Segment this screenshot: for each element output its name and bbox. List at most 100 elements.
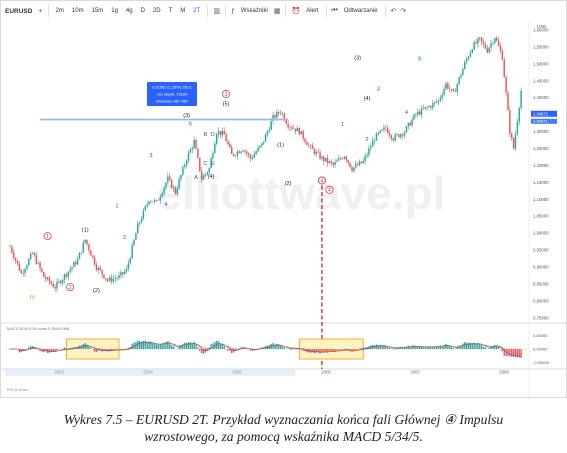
candle-body	[402, 134, 404, 136]
macd-histogram-bar	[430, 347, 432, 349]
macd-histogram-bar	[170, 345, 173, 349]
candle-body	[16, 260, 19, 264]
candle-body	[283, 113, 286, 121]
candle-body	[505, 76, 507, 93]
measure-band	[40, 118, 289, 121]
macd-histogram-bar	[360, 347, 363, 349]
timeframe-T[interactable]: T	[168, 8, 173, 14]
undo-icon[interactable]: ↶	[390, 8, 397, 15]
candle-body	[219, 131, 222, 136]
toolbar-divider	[47, 5, 49, 17]
replay-button[interactable]: Odtwarzanie	[343, 8, 378, 14]
macd-histogram-bar	[509, 349, 511, 357]
timeframe-15m[interactable]: 15m	[91, 8, 104, 14]
wave-label-circle	[66, 283, 75, 291]
candle-body	[516, 121, 519, 135]
candle-body	[231, 147, 233, 154]
timeframe-1g[interactable]: 1g	[111, 8, 118, 14]
candle-body	[60, 281, 62, 284]
candle-body	[293, 128, 295, 130]
macd-tick-label: 0,00000	[533, 347, 548, 352]
macd-histogram-bar	[394, 348, 396, 349]
indicators-icon[interactable]: ƒ	[230, 7, 235, 15]
timeframe-D[interactable]: D	[140, 8, 145, 14]
candle-body	[343, 156, 346, 159]
timeframe-2T[interactable]: 2T	[193, 8, 201, 14]
macd-histogram-bar	[131, 343, 133, 349]
caption-line-2: wzrostowego, za pomocą wskaźnika MACD 5/…	[144, 429, 423, 444]
macd-histogram-bar	[24, 349, 26, 351]
candle-body	[105, 278, 107, 280]
candle-body	[388, 132, 391, 136]
candle-body	[227, 140, 229, 145]
wave-label: C	[203, 161, 207, 167]
symbol-label[interactable]: EURUSD	[5, 7, 33, 15]
candle-body	[238, 151, 240, 154]
candle-body	[116, 278, 118, 279]
candle-body	[208, 168, 210, 173]
macd-histogram-bar	[80, 345, 83, 349]
redo-icon[interactable]: ↷	[400, 8, 407, 15]
price-badge-text: 1,34971	[533, 111, 549, 116]
timeframe-M[interactable]: M	[180, 8, 186, 14]
chart-area[interactable]: elliottwave.pl 1,60000 1,55000 1,50000 1,450…	[1, 21, 566, 397]
candle-body	[311, 145, 314, 149]
candle-body	[82, 242, 84, 253]
candle-body	[373, 140, 376, 142]
wave-label: 2	[365, 137, 368, 143]
macd-histogram-bar	[379, 345, 381, 349]
candle-body	[366, 154, 368, 157]
macd-histogram-bar	[242, 346, 244, 349]
candle-body	[358, 161, 361, 166]
macd-histogram-bar	[426, 346, 428, 349]
indicators-button[interactable]: Wskaźniki	[240, 8, 268, 14]
candle-body	[54, 287, 56, 289]
candle-body	[133, 239, 135, 246]
candle-body	[110, 277, 113, 282]
candle-body	[456, 84, 458, 92]
candle-body	[170, 179, 173, 189]
macd-histogram-bar	[398, 347, 400, 349]
candle-body	[377, 133, 380, 134]
candle-body	[449, 88, 451, 90]
candles-icon[interactable]: ▥	[213, 8, 220, 15]
wave-label: 1	[116, 204, 119, 210]
candle-body	[206, 172, 209, 174]
alert-button[interactable]: Alert	[306, 8, 319, 14]
add-symbol-icon[interactable]: +	[38, 7, 43, 15]
candle-body	[296, 127, 299, 132]
timeframe-10m[interactable]: 10m	[71, 8, 84, 14]
candle-body	[180, 174, 182, 180]
timeframe-4g[interactable]: 4g	[125, 8, 133, 14]
candle-body	[50, 282, 53, 285]
macd-histogram-bar	[93, 349, 96, 352]
candle-body	[379, 130, 381, 134]
candle-body	[340, 158, 342, 159]
candle-body	[417, 111, 419, 115]
candle-body	[69, 269, 71, 272]
candle-body	[157, 200, 160, 201]
templates-icon[interactable]: ▦	[273, 8, 281, 15]
alert-icon[interactable]: ⏰	[291, 8, 301, 15]
y-tick-label: 1,20000	[533, 163, 549, 168]
timeframe-2D[interactable]: 2D	[152, 8, 161, 14]
replay-icon[interactable]: ⏮	[331, 7, 338, 14]
wave-label-circle	[222, 90, 231, 98]
macd-histogram-bar	[415, 346, 417, 349]
candle-body	[97, 267, 100, 270]
macd-histogram-bar	[33, 347, 36, 349]
macd-histogram-bar	[148, 341, 150, 349]
timeframe-2m[interactable]: 2m	[55, 8, 64, 14]
macd-histogram-bar	[443, 344, 445, 349]
candle-body	[251, 157, 254, 159]
candle-body	[317, 151, 319, 153]
wave-label: 2	[69, 285, 72, 291]
currency-label: USD	[537, 24, 547, 29]
candle-body	[484, 43, 487, 49]
macd-histogram-bar	[84, 343, 86, 349]
macd-histogram-bar	[270, 343, 272, 349]
caption-line-1: Wykres 7.5 – EURUSD 2T. Przykład wyznacz…	[63, 412, 504, 427]
macd-histogram-bar	[197, 347, 199, 349]
candle-body	[261, 143, 263, 146]
candle-body	[129, 258, 131, 264]
